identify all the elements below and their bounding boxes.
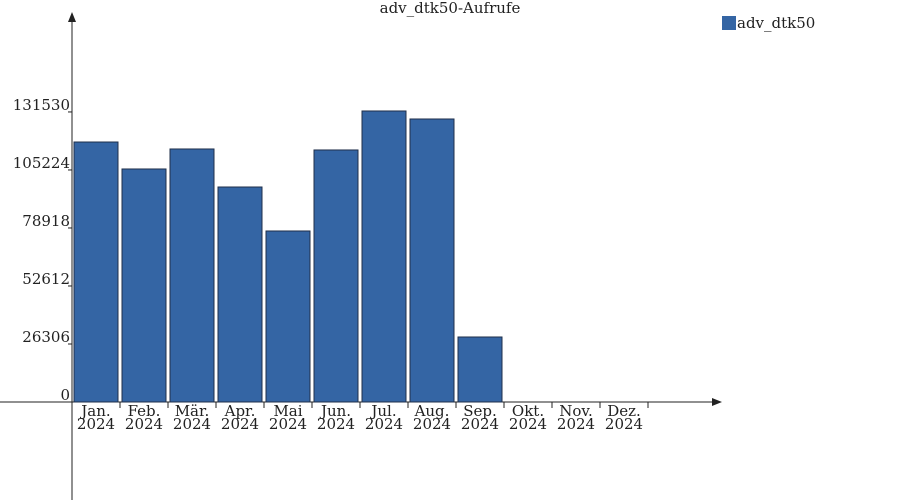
x-tick-label: Jan. 2024	[77, 402, 115, 433]
x-axis-arrow	[712, 398, 722, 406]
x-tick-label: Mai 2024	[269, 402, 307, 433]
y-tick-label: 52612	[22, 270, 70, 288]
y-tick-label: 78918	[22, 212, 70, 230]
bar	[169, 148, 215, 403]
x-tick-label: Dez. 2024	[605, 402, 643, 433]
y-tick-label: 26306	[22, 328, 70, 346]
x-tick-label: Apr. 2024	[221, 402, 259, 433]
y-tick-label: 105224	[13, 154, 70, 172]
chart-title: adv_dtk50-Aufrufe	[380, 0, 521, 17]
x-tick-label: Mär. 2024	[173, 402, 211, 433]
x-tick-label: Jun. 2024	[317, 402, 355, 433]
y-axis-arrow	[68, 12, 76, 22]
x-tick-label: Sep. 2024	[461, 402, 499, 433]
bar	[265, 230, 311, 403]
legend-swatch	[722, 16, 736, 30]
x-tick-label: Aug. 2024	[413, 402, 451, 433]
x-tick-label: Nov. 2024	[557, 402, 595, 433]
y-tick-label: 131530	[13, 96, 70, 114]
x-tick-label: Jul. 2024	[365, 402, 403, 433]
x-tick-label: Okt. 2024	[509, 402, 547, 433]
legend-label: adv_dtk50	[737, 14, 815, 32]
y-tick-label: 0	[60, 386, 70, 404]
bar	[409, 118, 455, 403]
bar	[121, 168, 167, 403]
x-tick-label: Feb. 2024	[125, 402, 163, 433]
bar	[361, 110, 407, 403]
bar	[313, 149, 359, 403]
bar	[457, 336, 503, 403]
bar	[73, 141, 119, 403]
bar	[217, 186, 263, 403]
